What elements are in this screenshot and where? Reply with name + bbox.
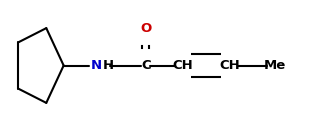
Text: H: H bbox=[103, 59, 114, 72]
Text: CH: CH bbox=[172, 59, 193, 72]
Text: O: O bbox=[140, 22, 151, 35]
Text: C: C bbox=[141, 59, 150, 72]
Text: CH: CH bbox=[219, 59, 240, 72]
Text: Me: Me bbox=[264, 59, 286, 72]
Text: N: N bbox=[91, 59, 102, 72]
